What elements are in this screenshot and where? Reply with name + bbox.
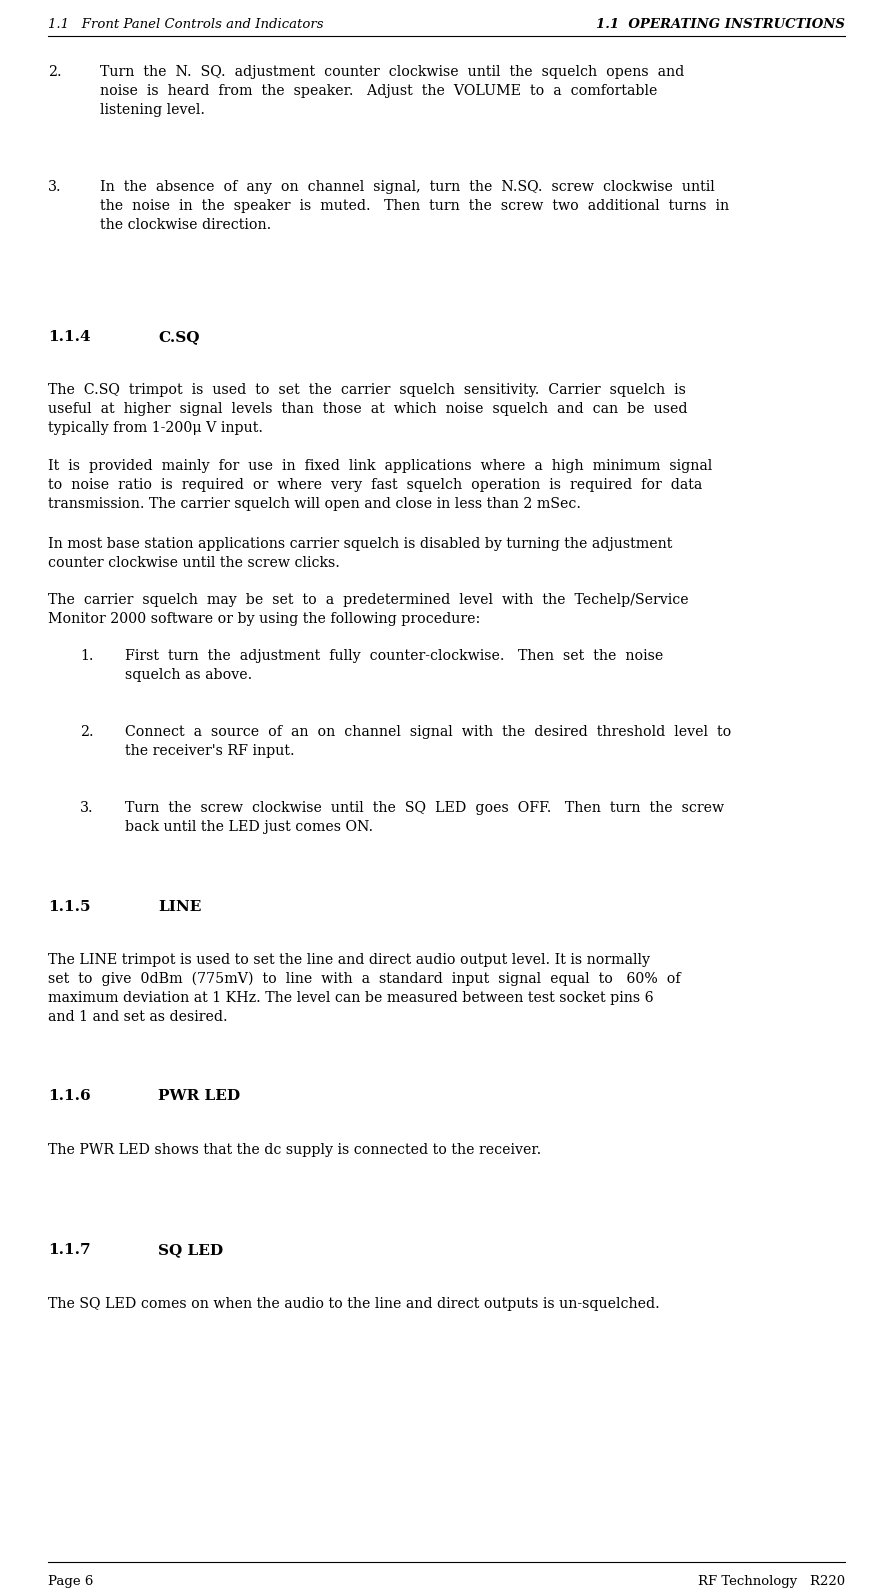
Text: 2.: 2. <box>80 725 94 739</box>
Text: 1.1.5: 1.1.5 <box>48 900 90 915</box>
Text: In  the  absence  of  any  on  channel  signal,  turn  the  N.SQ.  screw  clockw: In the absence of any on channel signal,… <box>100 180 715 195</box>
Text: Monitor 2000 software or by using the following procedure:: Monitor 2000 software or by using the fo… <box>48 611 481 626</box>
Text: Connect  a  source  of  an  on  channel  signal  with  the  desired  threshold  : Connect a source of an on channel signal… <box>125 725 731 739</box>
Text: First  turn  the  adjustment  fully  counter-clockwise.   Then  set  the  noise: First turn the adjustment fully counter-… <box>125 650 663 662</box>
Text: transmission. The carrier squelch will open and close in less than 2 mSec.: transmission. The carrier squelch will o… <box>48 496 581 511</box>
Text: noise  is  heard  from  the  speaker.   Adjust  the  VOLUME  to  a  comfortable: noise is heard from the speaker. Adjust … <box>100 85 658 97</box>
Text: 3.: 3. <box>80 801 94 816</box>
Text: and 1 and set as desired.: and 1 and set as desired. <box>48 1010 228 1025</box>
Text: 3.: 3. <box>48 180 61 195</box>
Text: SQ LED: SQ LED <box>158 1243 223 1258</box>
Text: Page 6: Page 6 <box>48 1575 93 1588</box>
Text: 2.: 2. <box>48 65 61 78</box>
Text: typically from 1-200μ V input.: typically from 1-200μ V input. <box>48 421 263 436</box>
Text: 1.1.7: 1.1.7 <box>48 1243 90 1258</box>
Text: the clockwise direction.: the clockwise direction. <box>100 219 271 231</box>
Text: the receiver's RF input.: the receiver's RF input. <box>125 744 295 758</box>
Text: C.SQ: C.SQ <box>158 330 199 345</box>
Text: back until the LED just comes ON.: back until the LED just comes ON. <box>125 820 373 835</box>
Text: listening level.: listening level. <box>100 104 205 117</box>
Text: The SQ LED comes on when the audio to the line and direct outputs is un-squelche: The SQ LED comes on when the audio to th… <box>48 1298 660 1310</box>
Text: 1.1   Front Panel Controls and Indicators: 1.1 Front Panel Controls and Indicators <box>48 18 324 30</box>
Text: 1.1.4: 1.1.4 <box>48 330 90 345</box>
Text: The  carrier  squelch  may  be  set  to  a  predetermined  level  with  the  Tec: The carrier squelch may be set to a pred… <box>48 594 688 606</box>
Text: squelch as above.: squelch as above. <box>125 669 253 681</box>
Text: 1.1.6: 1.1.6 <box>48 1088 90 1103</box>
Text: The  C.SQ  trimpot  is  used  to  set  the  carrier  squelch  sensitivity.  Carr: The C.SQ trimpot is used to set the carr… <box>48 383 686 397</box>
Text: The PWR LED shows that the dc supply is connected to the receiver.: The PWR LED shows that the dc supply is … <box>48 1143 541 1157</box>
Text: 1.1  OPERATING INSTRUCTIONS: 1.1 OPERATING INSTRUCTIONS <box>596 18 845 30</box>
Text: Turn  the  screw  clockwise  until  the  SQ  LED  goes  OFF.   Then  turn  the  : Turn the screw clockwise until the SQ LE… <box>125 801 724 816</box>
Text: useful  at  higher  signal  levels  than  those  at  which  noise  squelch  and : useful at higher signal levels than thos… <box>48 402 688 417</box>
Text: the  noise  in  the  speaker  is  muted.   Then  turn  the  screw  two  addition: the noise in the speaker is muted. Then … <box>100 200 729 212</box>
Text: counter clockwise until the screw clicks.: counter clockwise until the screw clicks… <box>48 555 340 570</box>
Text: LINE: LINE <box>158 900 202 915</box>
Text: RF Technology   R220: RF Technology R220 <box>698 1575 845 1588</box>
Text: 1.: 1. <box>80 650 94 662</box>
Text: PWR LED: PWR LED <box>158 1088 240 1103</box>
Text: It  is  provided  mainly  for  use  in  fixed  link  applications  where  a  hig: It is provided mainly for use in fixed l… <box>48 460 712 472</box>
Text: The LINE trimpot is used to set the line and direct audio output level. It is no: The LINE trimpot is used to set the line… <box>48 953 650 967</box>
Text: maximum deviation at 1 KHz. The level can be measured between test socket pins 6: maximum deviation at 1 KHz. The level ca… <box>48 991 653 1005</box>
Text: set  to  give  0dBm  (775mV)  to  line  with  a  standard  input  signal  equal : set to give 0dBm (775mV) to line with a … <box>48 972 681 986</box>
Text: Turn  the  N.  SQ.  adjustment  counter  clockwise  until  the  squelch  opens  : Turn the N. SQ. adjustment counter clock… <box>100 65 684 78</box>
Text: to  noise  ratio  is  required  or  where  very  fast  squelch  operation  is  r: to noise ratio is required or where very… <box>48 477 702 492</box>
Text: In most base station applications carrier squelch is disabled by turning the adj: In most base station applications carrie… <box>48 536 673 551</box>
